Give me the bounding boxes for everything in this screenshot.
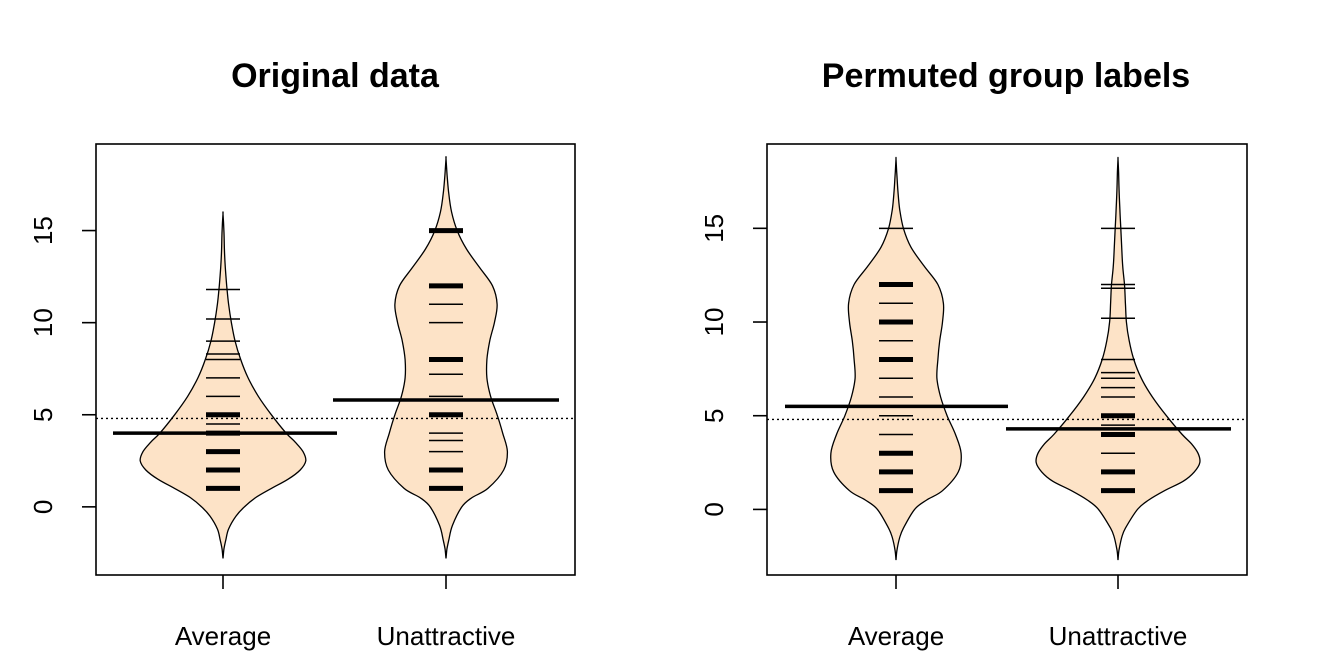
panel-original-data: Original data 0 5 10 15 Average Unattractive xyxy=(28,57,576,651)
x-tick-label: Unattractive xyxy=(1049,621,1188,651)
y-tick-label: 15 xyxy=(28,216,58,245)
y-tick-label: 10 xyxy=(699,308,729,337)
y-tick-label: 15 xyxy=(699,214,729,243)
panel-title: Original data xyxy=(231,57,440,95)
panel-permuted-group-labels: Permuted group labels 0 5 10 15 Average Unatt… xyxy=(699,57,1248,651)
plot-frame xyxy=(766,143,1248,576)
x-tick-label: Average xyxy=(848,621,944,651)
y-tick-label: 5 xyxy=(699,408,729,422)
x-tick-label: Average xyxy=(175,621,271,651)
x-tick-label: Unattractive xyxy=(377,621,516,651)
y-tick-label: 0 xyxy=(28,500,58,514)
plot-frame xyxy=(95,143,576,576)
y-tick-label: 5 xyxy=(28,408,58,422)
panel-title: Permuted group labels xyxy=(822,57,1190,95)
y-tick-label: 0 xyxy=(699,502,729,516)
bean-unattractive xyxy=(1035,156,1201,561)
y-tick-label: 10 xyxy=(28,308,58,337)
bean-average xyxy=(139,211,307,559)
